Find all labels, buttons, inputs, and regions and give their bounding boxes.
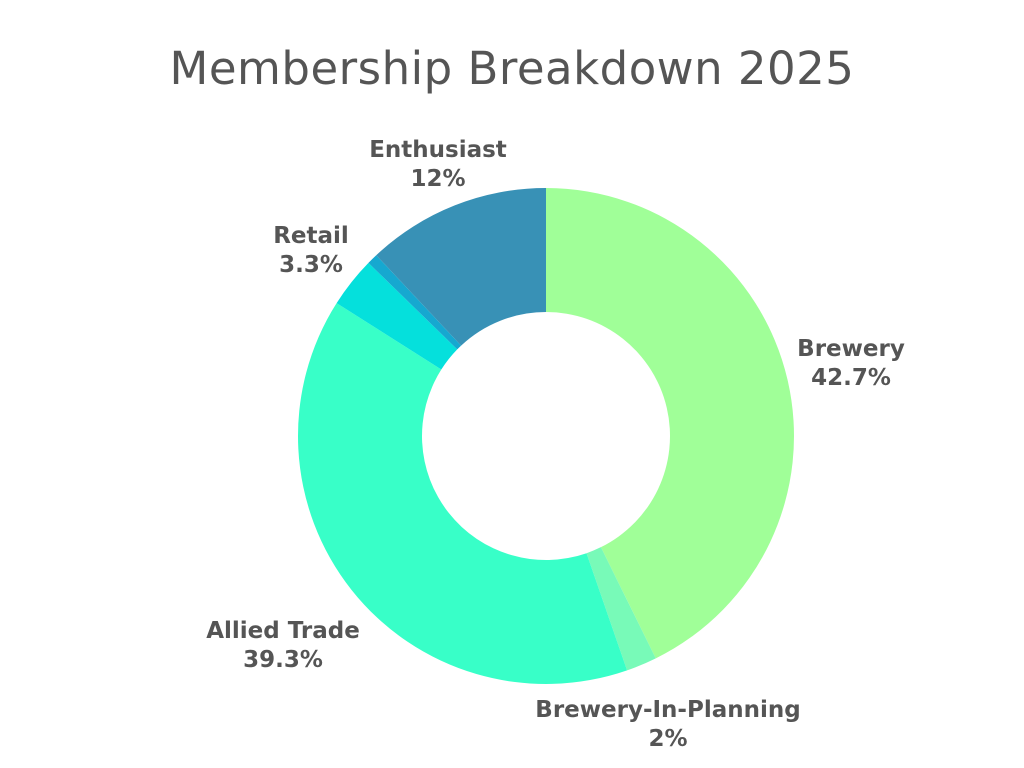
slice-label-value: 12% <box>410 166 466 192</box>
slice-label-name: Allied Trade <box>206 618 360 644</box>
slice-label-retail: Retail 3.3% <box>273 222 349 280</box>
donut-slice-unlabeled <box>368 255 462 350</box>
chart-title: Membership Breakdown 2025 <box>169 42 855 95</box>
donut-slice-enthusiast <box>376 188 546 346</box>
slice-label-value: 3.3% <box>279 252 343 278</box>
slice-label-value: 39.3% <box>243 647 323 673</box>
donut-slice-allied-trade <box>297 303 628 684</box>
slice-label-value: 42.7% <box>811 365 891 391</box>
slice-label-allied-trade: Allied Trade 39.3% <box>206 617 360 675</box>
donut-slice-brewery <box>546 188 794 659</box>
slice-label-brewery-in-planning: Brewery-In-Planning 2% <box>535 696 800 754</box>
slice-label-brewery: Brewery 42.7% <box>797 335 905 393</box>
slice-label-name: Retail <box>273 223 349 249</box>
donut-slice-retail <box>336 262 458 370</box>
slice-label-name: Brewery <box>797 336 905 362</box>
slice-label-value: 2% <box>648 726 688 752</box>
slice-label-name: Enthusiast <box>369 137 507 163</box>
slice-label-name: Brewery-In-Planning <box>535 697 801 723</box>
donut-slice-brewery-in-planning <box>586 547 656 671</box>
slice-label-enthusiast: Enthusiast 12% <box>369 136 507 194</box>
